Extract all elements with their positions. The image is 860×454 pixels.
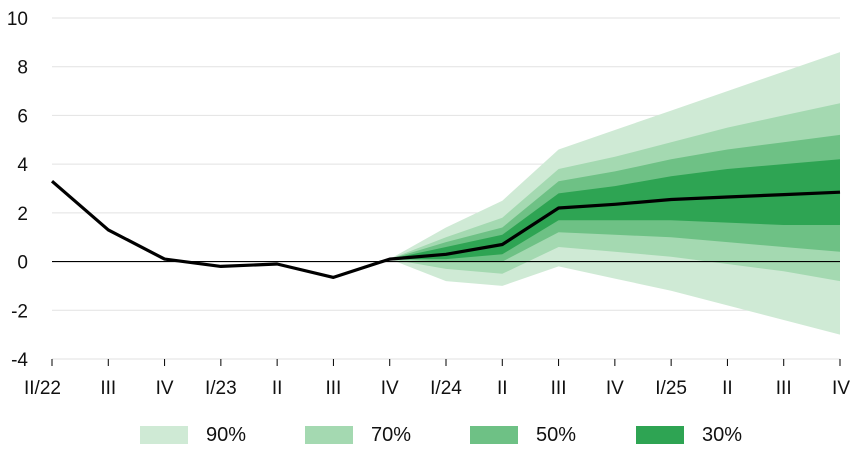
y-tick-label: -2: [11, 301, 28, 322]
y-tick-label: 8: [17, 58, 28, 79]
x-tick-label: II: [497, 378, 508, 399]
legend-item-50: 50%: [470, 420, 576, 450]
x-tick-label: IV: [156, 378, 174, 399]
x-tick-label: IV: [381, 378, 399, 399]
fan-band-30: [389, 159, 840, 260]
gridlines: [52, 17, 840, 360]
x-tick-label: III: [326, 378, 342, 399]
legend-item-90: 90%: [140, 420, 246, 450]
legend-item-30: 30%: [636, 420, 742, 450]
legend-label-90: 90%: [206, 423, 247, 446]
x-axis-tick-labels: II/22 III IV I/23 II III IV I/24 II III IV I/25 II II…: [24, 359, 850, 399]
x-tick-label: I/23: [205, 378, 237, 399]
legend-swatch-90: [140, 426, 188, 444]
legend-swatch-50: [470, 426, 518, 444]
legend-label-30: 30%: [702, 423, 743, 446]
legend-item-70: 70%: [305, 420, 411, 450]
x-tick-label: III: [776, 378, 792, 399]
legend-swatch-70: [305, 426, 353, 444]
y-axis-tick-labels: -4 -2 0 2 4 6 8 10: [7, 9, 29, 371]
legend: 90% 70% 50% 30%: [0, 420, 860, 454]
forecast-line: [50, 179, 841, 279]
x-tick-label: II: [722, 378, 733, 399]
x-tick-label: I/25: [655, 378, 687, 399]
x-tick-label: III: [551, 378, 567, 399]
legend-label-50: 50%: [536, 423, 577, 446]
x-tick-label: III: [100, 378, 116, 399]
y-tick-label: 2: [17, 204, 28, 225]
y-tick-label: 0: [17, 253, 28, 274]
x-tick-label: II/22: [24, 378, 61, 399]
y-tick-label: 10: [7, 9, 28, 30]
fan-bands: [389, 52, 840, 335]
x-tick-label: II: [272, 378, 283, 399]
legend-label-70: 70%: [371, 423, 412, 446]
x-tick-label: IV: [606, 378, 624, 399]
y-tick-label: 4: [17, 155, 28, 176]
x-tick-label: I/24: [430, 378, 462, 399]
legend-swatch-30: [636, 426, 684, 444]
x-tick-label: IV: [832, 378, 850, 399]
y-tick-label: -4: [11, 350, 28, 371]
y-tick-label: 6: [17, 106, 28, 127]
